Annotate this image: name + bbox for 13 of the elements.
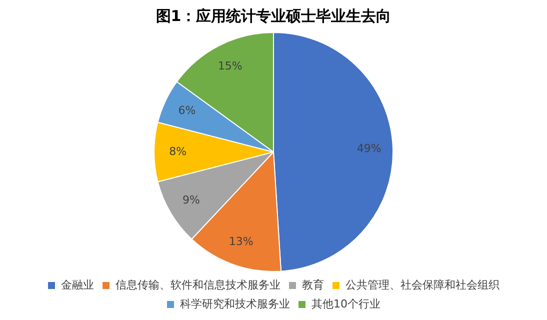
data-label: 6%	[178, 104, 196, 118]
legend-label: 其他10个行业	[312, 297, 380, 310]
legend-label: 金融业	[61, 278, 94, 292]
chart-title: 图1：应用统计专业硕士毕业生去向	[156, 6, 392, 25]
data-label: 9%	[182, 194, 200, 207]
legend-label: 教育	[302, 278, 324, 292]
legend-label: 公共管理、社会保障和社会组织	[346, 278, 500, 292]
legend-label: 信息传输、软件和信息技术服务业	[116, 278, 280, 292]
legend-label: 科学研究和技术服务业	[180, 297, 290, 310]
data-label: 8%	[169, 144, 187, 158]
data-label: 13%	[228, 234, 254, 248]
data-label: 49%	[356, 142, 382, 155]
data-label: 15%	[218, 60, 242, 73]
